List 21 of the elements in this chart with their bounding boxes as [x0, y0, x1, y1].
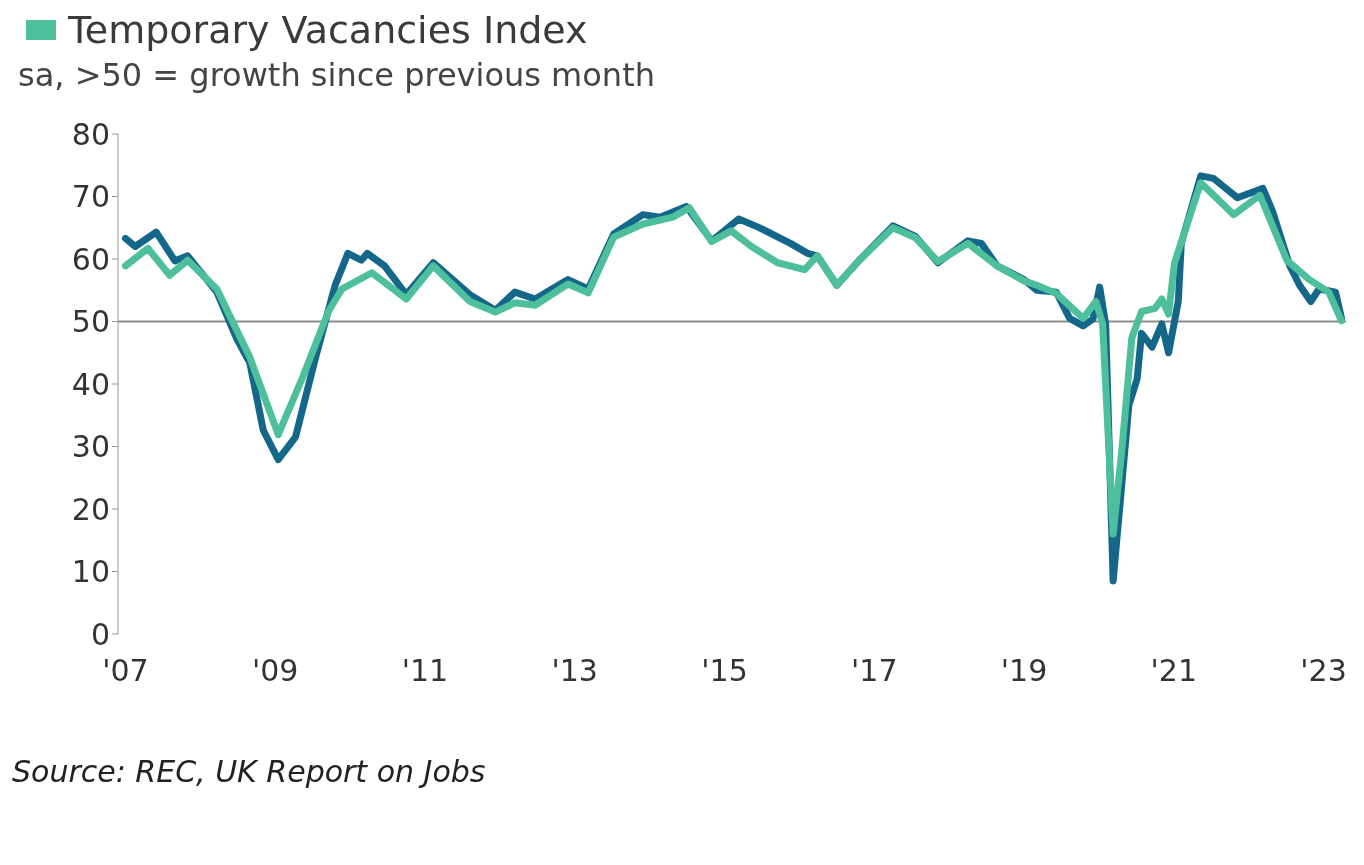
x-tick-label: '13: [551, 653, 598, 689]
y-tick-label: 50: [71, 304, 110, 340]
chart-subtitle: sa, >50 = growth since previous month: [17, 56, 656, 94]
x-tick-label: '19: [1000, 653, 1048, 689]
x-tick-label: '21: [1150, 653, 1197, 689]
x-tick-label: '23: [1300, 653, 1347, 689]
y-tick-label: 60: [71, 241, 110, 277]
x-tick-label: '11: [401, 653, 449, 689]
legend-label: Temporary Vacancies Index: [68, 8, 588, 52]
y-tick-label: 40: [71, 366, 110, 402]
x-tick-label: '17: [851, 653, 898, 689]
y-tick-label: 80: [71, 116, 110, 152]
x-tick-label: '09: [252, 653, 299, 689]
source-note: Source: REC, UK Report on Jobs: [11, 754, 487, 789]
x-tick-label: '15: [701, 653, 748, 689]
y-tick-label: 30: [71, 429, 110, 465]
y-tick-label: 20: [71, 491, 110, 527]
y-tick-label: 70: [71, 179, 110, 215]
y-tick-label: 10: [71, 554, 110, 590]
y-tick-label: 0: [90, 616, 110, 652]
x-tick-label: '07: [102, 653, 149, 689]
